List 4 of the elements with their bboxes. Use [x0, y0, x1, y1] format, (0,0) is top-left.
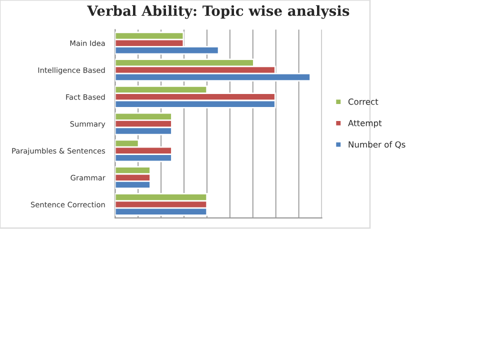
legend-label: Attempt — [348, 120, 382, 128]
chart-title: Verbal Ability: Topic wise analysis — [87, 5, 350, 19]
legend-label: Correct — [348, 98, 378, 105]
legend-label: Number of Qs — [348, 141, 406, 149]
